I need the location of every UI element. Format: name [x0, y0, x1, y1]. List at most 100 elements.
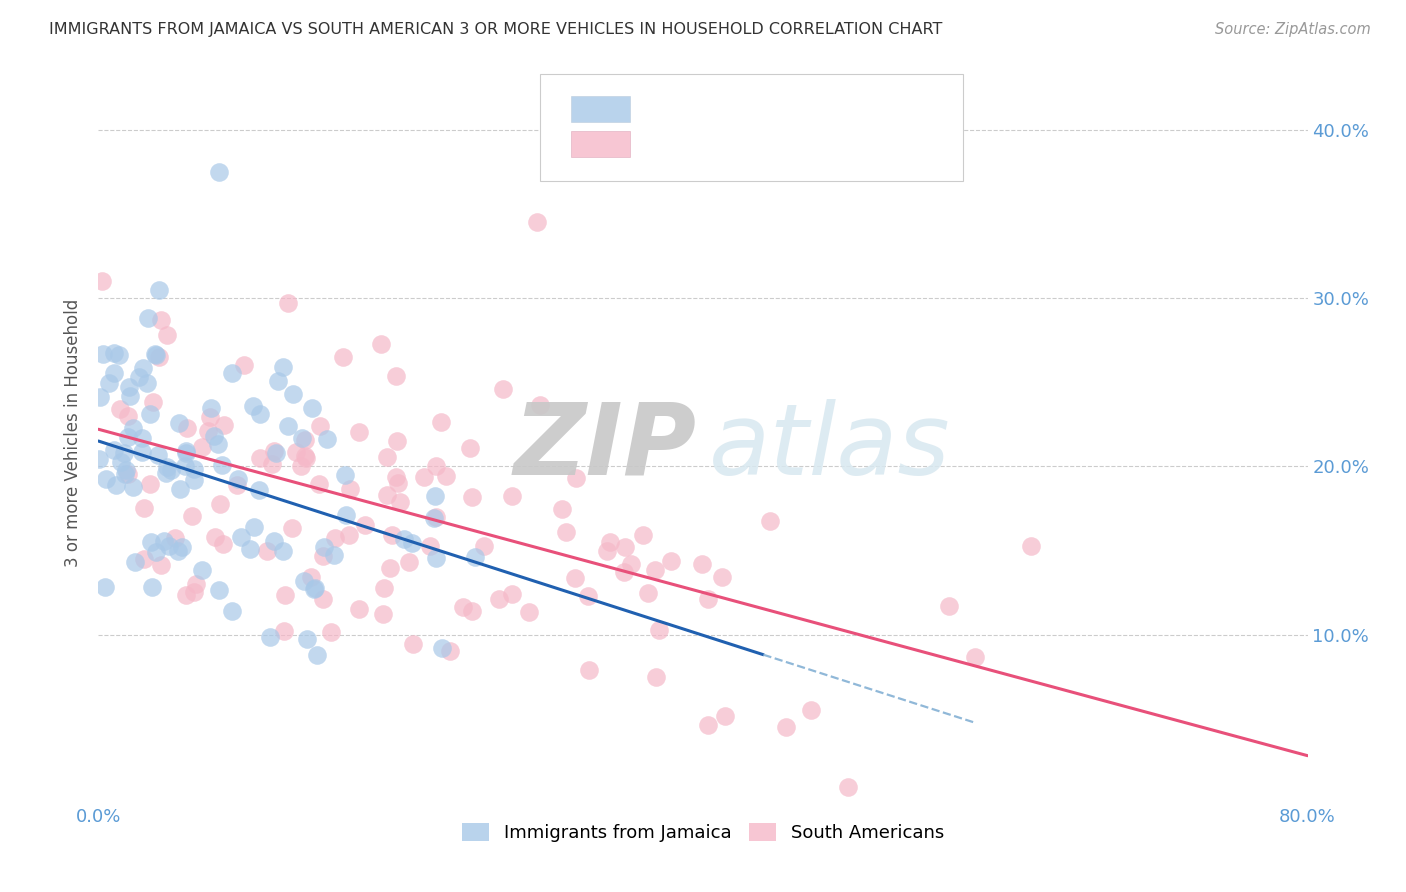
Point [595, 544, 617, 558]
Point [90, 274, 112, 288]
Point [759, 514, 782, 528]
Point [316, 432, 339, 446]
Point [501, 587, 523, 601]
Point [614, 541, 637, 555]
Point [550, 501, 572, 516]
Text: N =: N = [803, 100, 842, 118]
Point [169, 417, 191, 431]
Point [153, 533, 176, 548]
Point [267, 374, 290, 388]
Point [131, 431, 153, 445]
Point [339, 528, 361, 542]
Point [432, 640, 454, 655]
Point [375, 450, 398, 464]
Point [273, 624, 295, 638]
Point [710, 569, 733, 583]
Point [775, 720, 797, 734]
Point [491, 382, 513, 396]
Point [633, 528, 655, 542]
Point [122, 479, 145, 493]
Text: IMMIGRANTS FROM JAMAICA VS SOUTH AMERICAN 3 OR MORE VEHICLES IN HOUSEHOLD CORREL: IMMIGRANTS FROM JAMAICA VS SOUTH AMERICA… [49, 22, 942, 37]
Point [488, 592, 510, 607]
Point [112, 446, 135, 460]
Point [697, 717, 720, 731]
Point [150, 313, 173, 327]
Point [963, 649, 986, 664]
Point [307, 648, 329, 662]
Point [221, 366, 243, 380]
Point [226, 472, 249, 486]
Point [620, 557, 643, 571]
Point [430, 415, 453, 429]
Point [302, 582, 325, 596]
Point [517, 605, 540, 619]
Point [160, 463, 183, 477]
Point [392, 533, 415, 547]
Point [208, 497, 231, 511]
Point [208, 582, 231, 597]
Point [308, 477, 330, 491]
Point [323, 532, 346, 546]
Point [578, 663, 600, 677]
Point [526, 215, 548, 229]
Point [402, 637, 425, 651]
Point [87, 451, 110, 466]
Point [464, 550, 486, 565]
Point [259, 630, 281, 644]
Point [226, 477, 249, 491]
Point [308, 419, 330, 434]
Point [117, 409, 139, 424]
Point [145, 545, 167, 559]
Point [564, 571, 586, 585]
Point [263, 444, 285, 458]
Point [387, 476, 409, 491]
Point [373, 607, 395, 621]
Point [207, 437, 229, 451]
Point [380, 561, 402, 575]
Point [121, 421, 143, 435]
Point [148, 350, 170, 364]
Point [453, 599, 475, 614]
Point [131, 445, 153, 459]
Point [202, 429, 225, 443]
Point [277, 419, 299, 434]
Point [321, 625, 343, 640]
Point [1019, 539, 1042, 553]
Point [347, 425, 370, 440]
Point [281, 387, 304, 401]
Point [93, 580, 115, 594]
Point [312, 549, 335, 564]
Point [190, 563, 212, 577]
Point [155, 466, 177, 480]
Point [370, 337, 392, 351]
Point [128, 369, 150, 384]
Point [304, 581, 326, 595]
Text: R =: R = [647, 100, 685, 118]
Point [299, 570, 322, 584]
FancyBboxPatch shape [571, 95, 630, 122]
Point [264, 446, 287, 460]
Point [163, 531, 186, 545]
Point [136, 311, 159, 326]
Point [120, 389, 142, 403]
Point [174, 444, 197, 458]
Point [117, 467, 139, 481]
Point [423, 511, 446, 525]
Point [271, 360, 294, 375]
Point [335, 508, 357, 522]
Point [398, 555, 420, 569]
Point [239, 542, 262, 557]
Point [115, 462, 138, 476]
Point [242, 399, 264, 413]
Point [184, 577, 207, 591]
Point [124, 554, 146, 568]
Point [132, 360, 155, 375]
Point [191, 440, 214, 454]
Point [103, 367, 125, 381]
Point [713, 708, 735, 723]
Point [837, 780, 859, 795]
Point [146, 448, 169, 462]
Point [501, 489, 523, 503]
Point [91, 347, 114, 361]
Text: R =: R = [647, 135, 685, 153]
